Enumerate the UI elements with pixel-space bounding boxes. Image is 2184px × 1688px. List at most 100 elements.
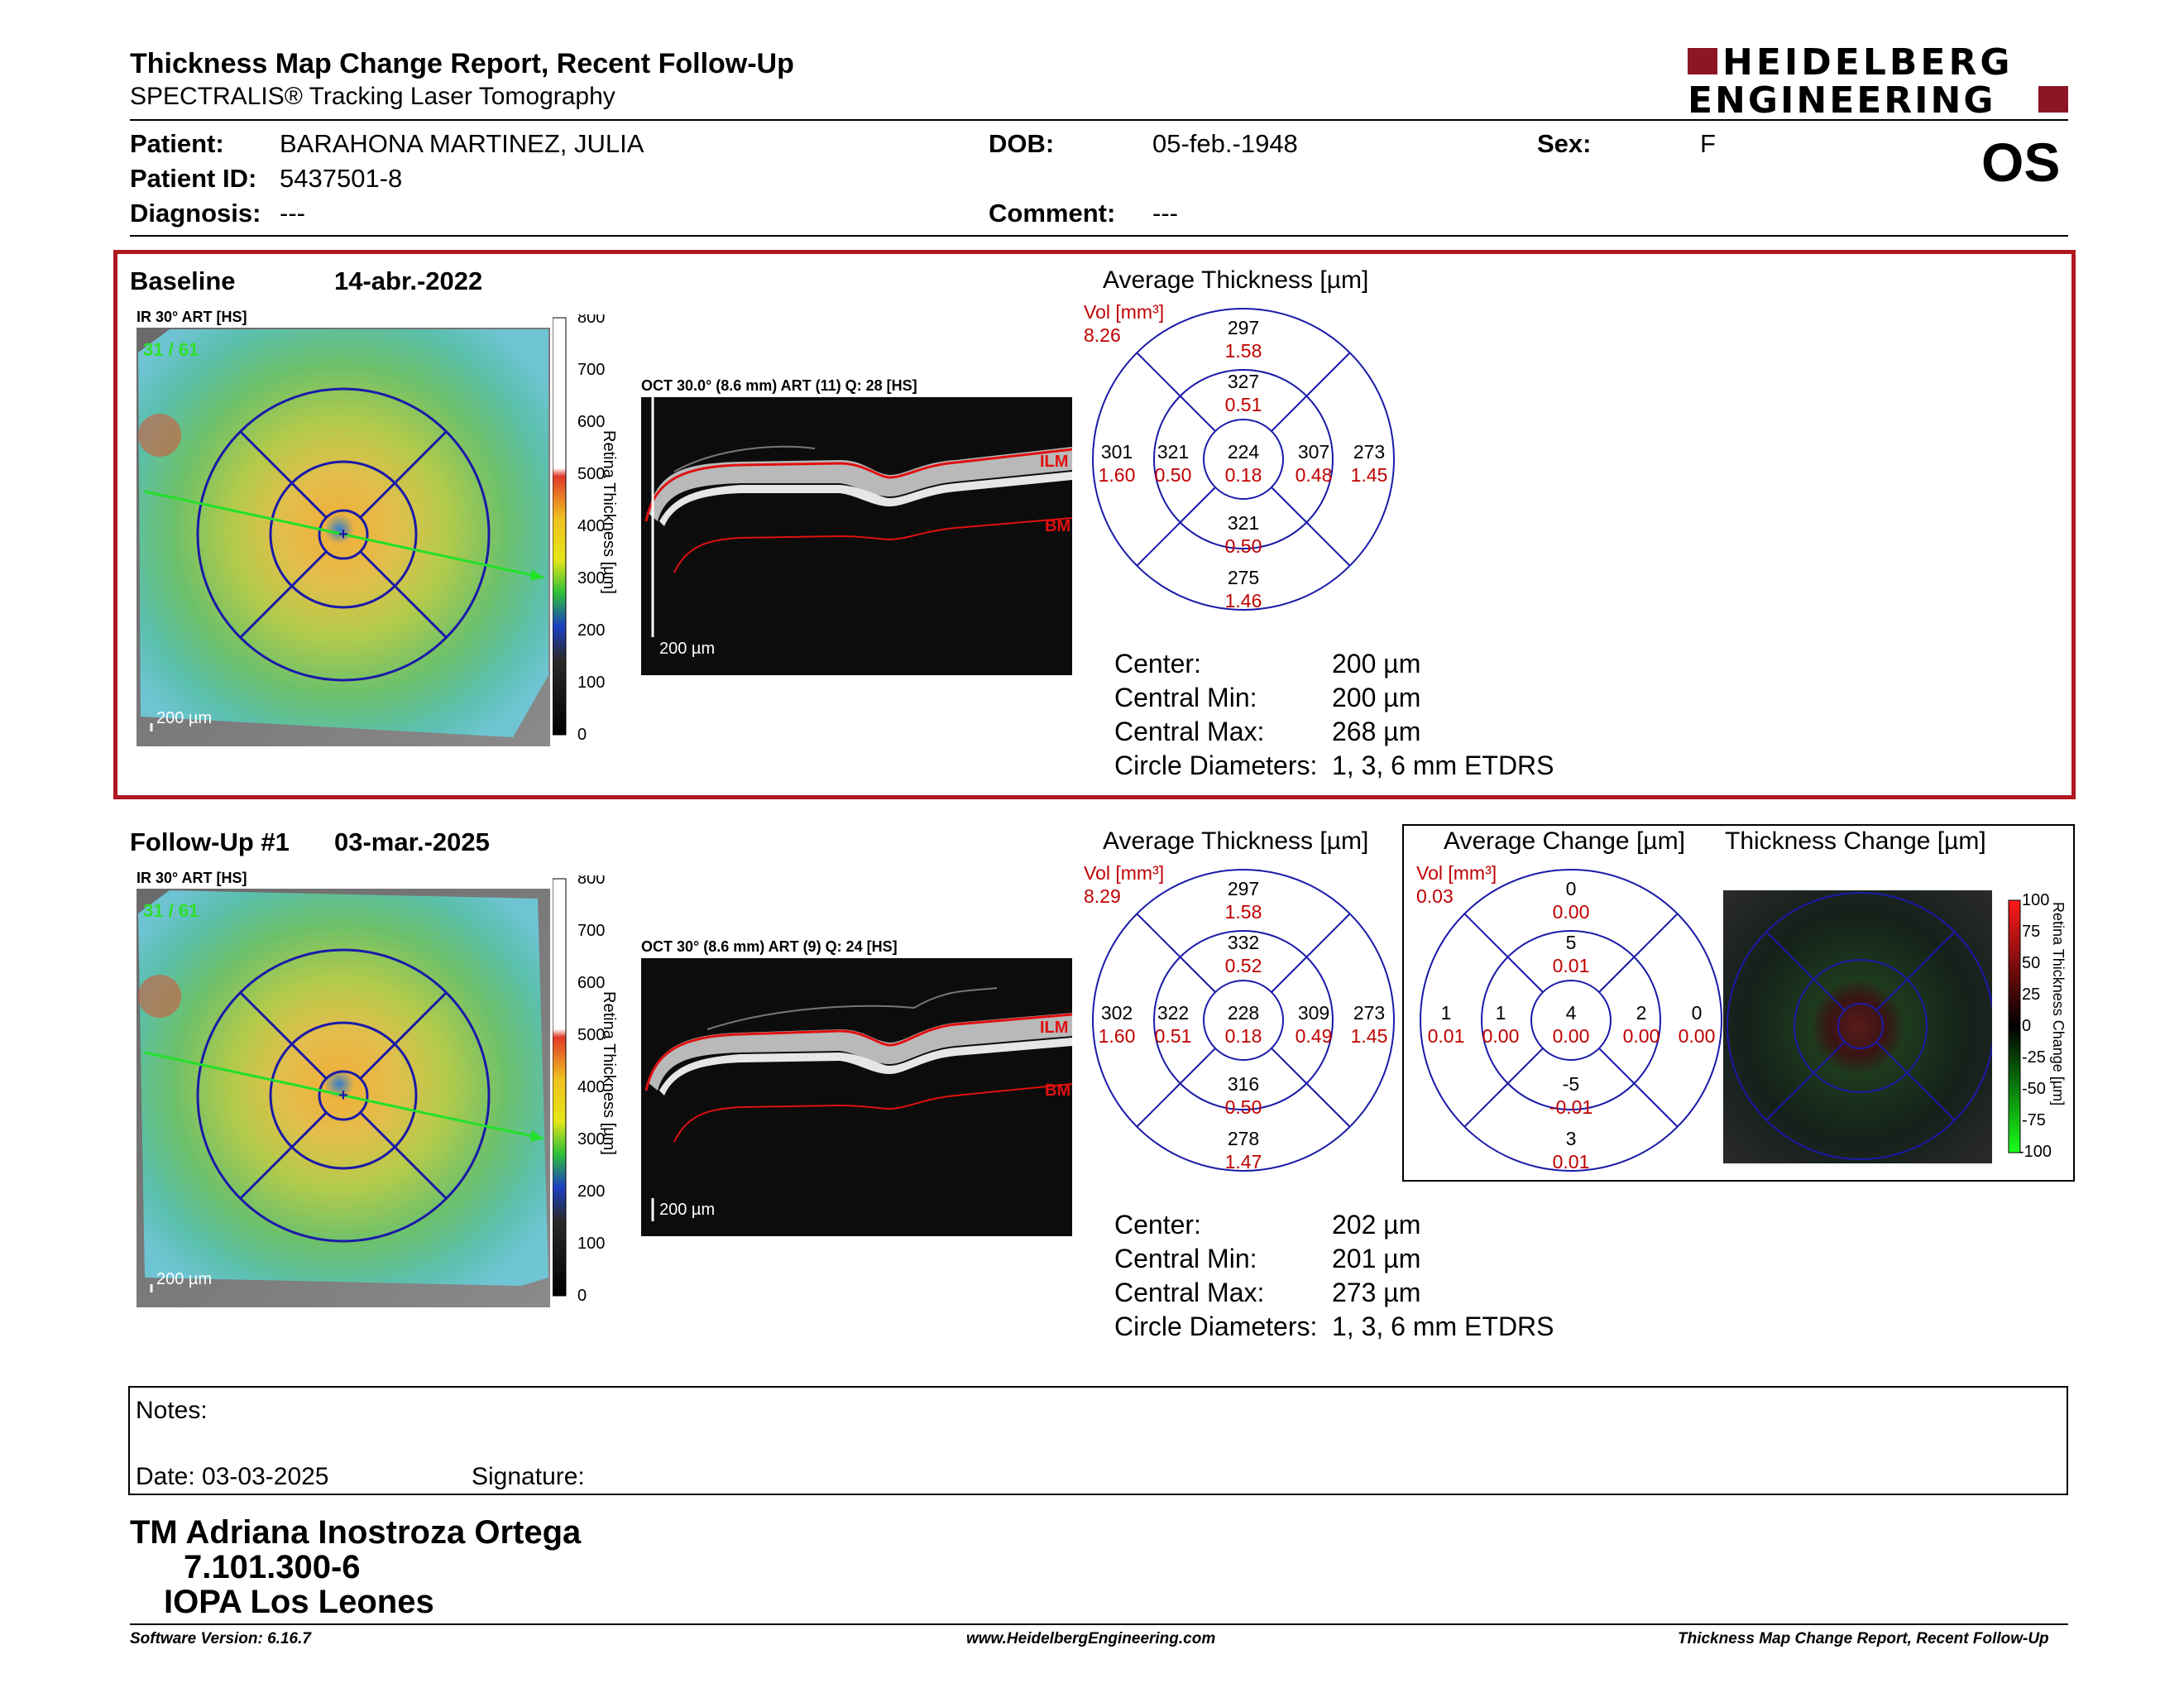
- sector-outer-tmp-thk: 273: [1353, 1002, 1385, 1024]
- grid-spoke: [1180, 957, 1216, 993]
- signature-label: Signature:: [472, 1463, 585, 1490]
- grid-spoke: [1507, 1048, 1544, 1084]
- colorbar-tick: 700: [577, 922, 605, 940]
- optic-disc-edge: [138, 414, 181, 457]
- heidelberg-logo: HEIDELBERG ENGINEERING: [1688, 41, 2068, 122]
- bm-label: BM: [1045, 1081, 1070, 1100]
- sector-outer-nas-vol: 1.60: [1099, 1025, 1136, 1047]
- colorbar-tick: 800: [577, 314, 605, 327]
- baseline-panel: [113, 250, 2076, 799]
- oct-background: [641, 958, 1072, 1236]
- change-panel: [1402, 824, 2075, 1182]
- sector-inner-nas-vol: 0.50: [1155, 464, 1192, 486]
- change-colorbar: 100 75 50 25 0 -25 -50 -75 -100 Retina T…: [2008, 894, 2067, 1161]
- center-value: 200 µm: [1332, 649, 1421, 679]
- vol-label: Vol [mm³]: [1084, 301, 1164, 323]
- colorbar-tick: 500: [577, 1026, 605, 1044]
- change-inner-ring: [1837, 1003, 1884, 1049]
- logo-square-right: [2038, 86, 2068, 113]
- colorbar-label: Retina Thickness [µm]: [600, 430, 618, 594]
- change-outer-ring: [1727, 892, 1992, 1160]
- scan-arrow: [530, 1130, 544, 1142]
- change-outer-tmp-vol: 0.00: [1679, 1025, 1716, 1047]
- grid-spoke: [1463, 913, 1509, 958]
- sex-value: F: [1700, 129, 1716, 158]
- patient-divider: [130, 235, 2068, 237]
- change-spoke: [1875, 1041, 1956, 1121]
- scan-arrow: [530, 569, 544, 581]
- baseline-date: 14-abr.-2022: [334, 266, 483, 295]
- etdrs-spoke: [359, 1111, 448, 1201]
- center-value: 202 µm: [1332, 1210, 1421, 1240]
- change-outer-sup-vol: 0.00: [1553, 901, 1590, 923]
- sector-outer-tmp-thk: 273: [1353, 441, 1385, 463]
- baseline-thickness-map: + 31 / 61 200 µm: [136, 328, 550, 746]
- central-max-value: 268 µm: [1332, 717, 1421, 746]
- etdrs-inner-ring: [318, 509, 369, 560]
- change-tick: 25: [2022, 985, 2040, 1004]
- oct-scale-label: 200 µm: [659, 1201, 715, 1219]
- change-outer-nas: 1: [1441, 1002, 1452, 1024]
- etdrs-outer-ring: [196, 948, 491, 1243]
- baseline-etdrs-grid: Vol [mm³] 8.26 297 1.58 327 0.51 301 1.6…: [1084, 301, 1395, 611]
- signoff-id: 7.101.300-6: [184, 1549, 361, 1585]
- logo-text-top: HEIDELBERG: [1722, 41, 2014, 84]
- grid-spoke: [1633, 1082, 1679, 1128]
- etdrs-spoke: [238, 990, 328, 1080]
- followup-etdrs-grid: Vol [mm³] 8.29 297 1.58 332 0.52 302 1.6…: [1084, 862, 1395, 1172]
- sector-inner-tmp-vol: 0.49: [1296, 1025, 1333, 1047]
- change-spoke: [1875, 931, 1956, 1011]
- grid-spoke: [1305, 1082, 1351, 1128]
- diagnosis-label: Diagnosis:: [130, 199, 261, 228]
- colorbar-tick: 300: [577, 569, 605, 587]
- sector-outer-nas-thk: 302: [1101, 1002, 1133, 1024]
- grid-inner-ring: [1203, 980, 1284, 1061]
- scan-line: [144, 1051, 544, 1140]
- colorbar-tick: 100: [577, 1235, 605, 1253]
- notes-date: Date: 03-03-2025: [136, 1463, 329, 1490]
- grid-spoke: [1305, 352, 1351, 397]
- colorbar-tick: 0: [577, 726, 587, 744]
- sex-label: Sex:: [1537, 129, 1592, 158]
- change-inner-tmp: 2: [1636, 1002, 1647, 1024]
- scale-label: 200 µm: [156, 1270, 212, 1288]
- footer-website[interactable]: www.HeidelbergEngineering.com: [966, 1630, 1216, 1647]
- colorbar-tick: 200: [577, 621, 605, 640]
- circle-diameters-label: Circle Diameters:: [1114, 750, 1318, 780]
- frames-counter: 31 / 61: [143, 339, 199, 360]
- sector-center-thk: 228: [1228, 1002, 1259, 1024]
- grid-outer-ring: [1420, 869, 1722, 1172]
- change-title: Average Change [µm]: [1444, 827, 1685, 855]
- sector-outer-nas-thk: 301: [1101, 441, 1133, 463]
- etdrs-spoke: [359, 429, 448, 519]
- followup-colorbar: 800 700 600 500 400 300 200 100 0 Retina…: [553, 875, 618, 1305]
- grid-spoke: [1463, 1082, 1509, 1128]
- fovea-marker: +: [338, 1086, 348, 1105]
- sector-center-vol: 0.18: [1225, 1025, 1262, 1047]
- change-inner-nas-vol: 0.00: [1482, 1025, 1520, 1047]
- sector-outer-inf-thk: 278: [1228, 1128, 1259, 1149]
- colorbar-tick: 0: [577, 1287, 587, 1305]
- change-tick: -25: [2022, 1048, 2046, 1067]
- colorbar-tick: 600: [577, 974, 605, 992]
- baseline-oct-title: OCT 30.0° (8.6 mm) ART (11) Q: 28 [HS]: [641, 377, 917, 394]
- diagnosis-value: ---: [280, 199, 305, 228]
- grid-spoke: [1136, 352, 1181, 397]
- etdrs-spoke: [359, 550, 448, 640]
- signoff-name: TM Adriana Inostroza Ortega: [130, 1514, 582, 1551]
- notes-box[interactable]: [128, 1386, 2068, 1495]
- change-inner-tmp-vol: 0.00: [1623, 1025, 1660, 1047]
- colorbar-tick: 500: [577, 465, 605, 483]
- bm-line: [673, 517, 1072, 573]
- bm-line: [673, 1083, 1072, 1143]
- logo-text-bottom: ENGINEERING: [1688, 79, 1996, 122]
- change-tick: 75: [2022, 923, 2040, 941]
- colorbar-tick: 400: [577, 1078, 605, 1096]
- sector-inner-sup-vol: 0.52: [1225, 955, 1262, 976]
- sector-outer-sup-vol: 1.58: [1225, 901, 1262, 923]
- frames-counter: 31 / 61: [143, 900, 199, 921]
- circle-diameters-value: 1, 3, 6 mm ETDRS: [1332, 1312, 1554, 1341]
- central-min-value: 201 µm: [1332, 1244, 1421, 1273]
- baseline-avg-title: Average Thickness [µm]: [1103, 266, 1369, 294]
- grid-spoke: [1180, 396, 1216, 432]
